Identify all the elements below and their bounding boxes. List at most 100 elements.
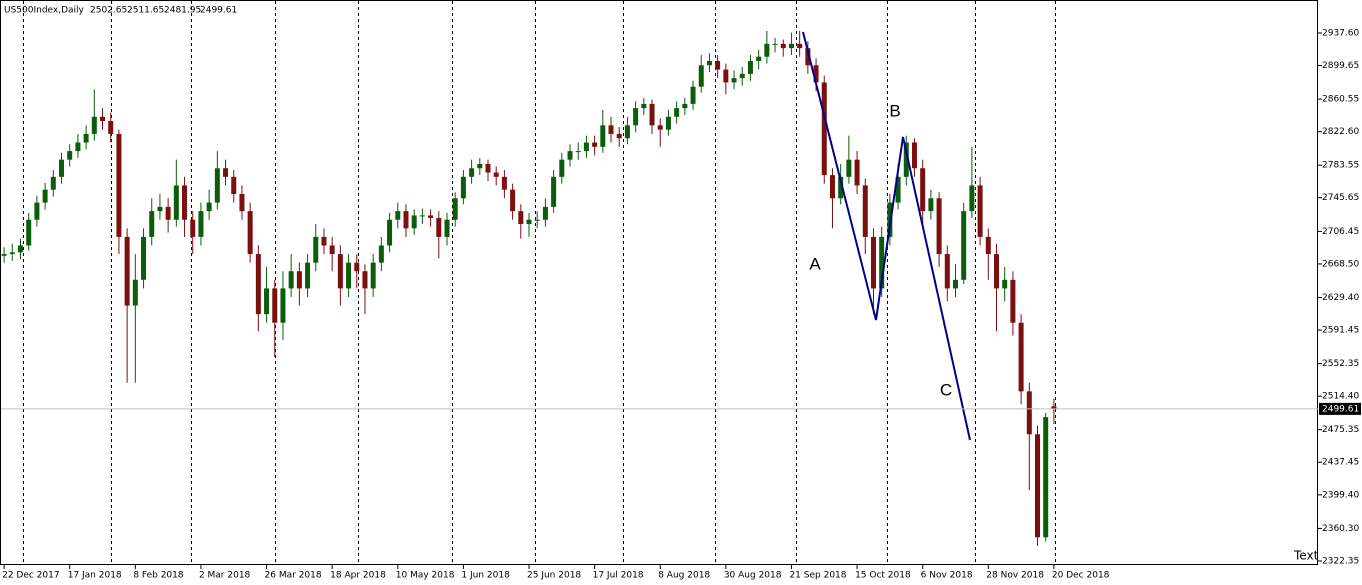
candle-body xyxy=(780,43,786,49)
candles xyxy=(1,30,1057,546)
candle-body xyxy=(83,133,89,143)
candle-body xyxy=(149,211,155,237)
candle-body xyxy=(50,176,56,190)
plot-frame xyxy=(0,0,1318,565)
candle-body xyxy=(657,125,663,130)
candle-body xyxy=(395,211,401,220)
candle-body xyxy=(1051,406,1057,409)
y-tick-label: 2745.65 xyxy=(1322,193,1359,203)
candle-body xyxy=(870,236,876,289)
candle-body xyxy=(428,215,434,219)
y-tick-label: 2783.55 xyxy=(1322,161,1359,171)
candle-body xyxy=(715,60,721,70)
candle-body xyxy=(542,206,548,220)
candle-body xyxy=(346,262,352,289)
candle-body xyxy=(895,176,901,203)
candle-body xyxy=(223,168,229,177)
candle-body xyxy=(91,116,97,134)
candle-body xyxy=(510,189,516,212)
candle-body xyxy=(436,218,442,237)
x-tick-label: 20 Dec 2018 xyxy=(1052,571,1110,581)
candle-body xyxy=(854,159,860,186)
candle-body xyxy=(337,254,343,289)
y-tick-label: 2668.50 xyxy=(1322,259,1359,269)
candle-body xyxy=(633,108,639,126)
candle-body xyxy=(313,236,319,263)
y-tick-label: 2360.30 xyxy=(1322,524,1359,534)
candle-body xyxy=(1018,322,1024,392)
candle-body xyxy=(739,73,745,79)
candle-body xyxy=(862,185,868,237)
candle-body xyxy=(165,206,171,220)
candle-body xyxy=(1,254,7,256)
x-tick-label: 17 Jan 2018 xyxy=(68,571,122,581)
candle-body xyxy=(583,142,589,152)
candle-body xyxy=(575,151,581,153)
x-tick-label: 8 Feb 2018 xyxy=(133,571,184,581)
candle-body xyxy=(157,206,163,212)
candle-body xyxy=(706,60,712,66)
x-tick-label: 1 Jun 2018 xyxy=(461,571,510,581)
candle-body xyxy=(641,103,647,109)
x-tick-label: 8 Aug 2018 xyxy=(658,571,710,581)
price-tag xyxy=(1319,402,1361,415)
candle-body xyxy=(108,121,114,134)
annotation: A xyxy=(809,254,821,273)
candle-body xyxy=(592,142,598,147)
candle-body xyxy=(452,198,458,220)
candle-body xyxy=(1043,417,1049,538)
candle-body xyxy=(444,219,450,237)
candle-body xyxy=(608,125,614,134)
candle-body xyxy=(411,215,417,229)
x-tick-label: 30 Aug 2018 xyxy=(724,571,782,581)
candle-body xyxy=(805,48,811,66)
x-tick-label: 25 Jun 2018 xyxy=(527,571,581,581)
x-tick-label: 18 Apr 2018 xyxy=(330,571,386,581)
y-tick-label: 2322.35 xyxy=(1322,557,1359,567)
candle-body xyxy=(551,176,557,207)
candle-body xyxy=(674,108,680,117)
chart-title: US500Index,Daily xyxy=(4,6,85,16)
candle-body xyxy=(928,198,934,212)
candle-body xyxy=(911,142,917,169)
x-tick-label: 28 Nov 2018 xyxy=(986,571,1044,581)
annotation: C xyxy=(940,380,952,399)
candle-body xyxy=(460,176,466,199)
candle-body xyxy=(526,219,532,225)
candle-body xyxy=(518,211,524,225)
candle-body xyxy=(1035,434,1041,538)
candle-body xyxy=(756,56,762,61)
candle-body xyxy=(1010,279,1016,323)
candle-body xyxy=(559,159,565,177)
candle-body xyxy=(329,245,335,255)
candle-body xyxy=(18,245,24,253)
candle-body xyxy=(141,236,147,280)
candle-body xyxy=(788,43,794,49)
candle-body xyxy=(370,262,376,289)
candle-body xyxy=(600,125,606,147)
candle-body xyxy=(26,219,32,246)
candle-body xyxy=(821,82,827,176)
candle-body xyxy=(116,133,122,237)
candle-body xyxy=(387,219,393,246)
header-open: 2502.65 xyxy=(90,6,127,16)
x-tick-label: 26 Mar 2018 xyxy=(265,571,322,581)
candle-body xyxy=(920,168,926,212)
candle-body xyxy=(493,172,499,177)
candle-body xyxy=(264,288,270,315)
candle-body xyxy=(936,198,942,255)
annotation: B xyxy=(889,101,900,120)
candle-body xyxy=(190,219,196,237)
candle-body xyxy=(813,65,819,83)
candle-body xyxy=(354,262,360,272)
header-high: 2511.65 xyxy=(127,6,164,16)
candle-body xyxy=(797,43,803,49)
x-tick-label: 22 Dec 2017 xyxy=(2,571,60,581)
x-tick-label: 2 Mar 2018 xyxy=(199,571,251,581)
candle-body xyxy=(59,159,65,177)
header-low: 2481.95 xyxy=(164,6,201,16)
candle-body xyxy=(534,219,540,221)
candle-body xyxy=(419,215,425,217)
candle-body xyxy=(501,176,507,190)
candle-body xyxy=(961,211,967,280)
